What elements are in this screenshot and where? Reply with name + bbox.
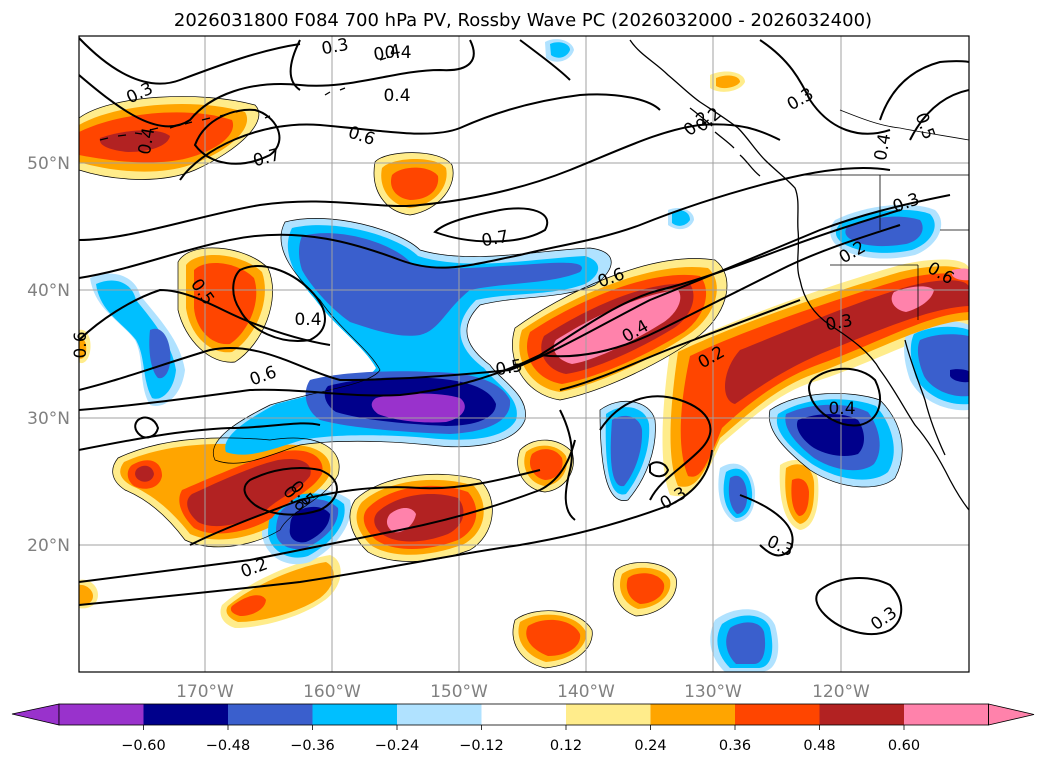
colorbar-extend-max <box>988 703 1035 726</box>
contour-0-3-sw-loop <box>815 577 903 635</box>
colorbar-ticks <box>143 725 905 730</box>
contour-0-5-ne <box>909 89 969 141</box>
colorbar-tick-labels: −0.60 −0.48 −0.36 −0.24 −0.12 0.12 0.24 … <box>121 738 920 754</box>
colorbar-frame <box>58 703 989 726</box>
lat-label-50n: 50°N <box>27 154 70 174</box>
pv-contours <box>79 37 969 635</box>
contour-0-4-main <box>79 209 901 411</box>
lat-label-30n: 30°N <box>27 409 70 429</box>
contour-label: 0.4 <box>294 310 321 330</box>
contour-top-center <box>519 39 571 81</box>
map-panel: 0.3 0.4 0.6 0.7 0.4 0.7 0.6 0.4 0.5 0.4 … <box>71 35 970 673</box>
contour-0-6-north <box>179 93 661 181</box>
colorbar-tick-label: −0.24 <box>375 738 419 754</box>
contour-label: 0.4 <box>871 132 895 162</box>
contour-label: 0.4 <box>383 86 410 106</box>
lon-label-170w: 170°W <box>176 682 234 702</box>
figure-title: 2026031800 F084 700 hPa PV, Rossby Wave … <box>174 10 872 31</box>
colorbar-swatch <box>228 704 313 725</box>
contour-0-3-south <box>79 449 713 606</box>
contour-0-3-center <box>559 409 576 521</box>
contour-0-5-main <box>79 194 951 391</box>
contour-label: 0.4 <box>372 41 402 65</box>
colorbar-swatch <box>735 704 820 725</box>
contour-label: 0.4 <box>135 126 159 156</box>
lat-label-40n: 40°N <box>27 281 70 301</box>
contour-0-7-center <box>433 207 549 243</box>
colorbar-tick-label: 0.12 <box>550 738 582 754</box>
contour-0-4-north <box>79 39 475 128</box>
small-islands <box>264 57 387 119</box>
contour-0-3-north <box>79 37 301 85</box>
contour-label: 0.4 <box>828 399 855 419</box>
contour-label: 0.6 <box>71 331 91 358</box>
map-frame <box>78 35 970 673</box>
contour-top-west <box>289 39 301 91</box>
contour-0-6-mid <box>79 123 781 241</box>
contour-label: 0.3 <box>824 311 854 335</box>
latitude-axis: 50°N 40°N 30°N 20°N <box>27 154 70 556</box>
negative-peak-fill <box>371 393 465 423</box>
contour-0-4-ne <box>879 60 969 121</box>
colorbar-tick-label: 0.48 <box>803 738 835 754</box>
colorbar-swatch <box>143 704 228 725</box>
colorbar-swatch <box>397 704 482 725</box>
contour-labels: 0.3 0.4 0.6 0.7 0.4 0.7 0.6 0.4 0.5 0.4 … <box>71 35 957 635</box>
longitude-axis: 170°W 160°W 150°W 140°W 130°W 120°W <box>176 682 870 702</box>
contour-0-2-main <box>559 299 801 391</box>
contour-0-7-west <box>193 108 281 165</box>
political-borders <box>805 174 969 320</box>
colorbar-tick-label: 0.36 <box>719 738 751 754</box>
colorbar-swatch <box>819 704 904 725</box>
lon-label-120w: 120°W <box>812 682 870 702</box>
contour-0-5 <box>79 167 891 279</box>
contour-0-3-main <box>539 224 901 358</box>
colorbar-swatch <box>566 704 651 725</box>
colorbar-swatch <box>481 704 566 725</box>
colorbar-tick-label: −0.48 <box>206 738 250 754</box>
contour-0-4-east-loop <box>808 367 881 427</box>
contour-0-3-ne <box>759 39 891 135</box>
contour-0-6-loop <box>243 467 338 516</box>
colorbar-swatch <box>904 704 989 725</box>
colorbar: −0.60 −0.48 −0.36 −0.24 −0.12 0.12 0.24 … <box>11 703 1035 754</box>
colorbar-tick-label: −0.36 <box>290 738 334 754</box>
contour-0-5-south <box>189 469 541 546</box>
lon-label-140w: 140°W <box>557 682 615 702</box>
north-america-coastline <box>629 39 969 511</box>
colorbar-swatch <box>650 704 735 725</box>
contour-0-2-south <box>79 439 576 583</box>
lon-label-150w: 150°W <box>430 682 488 702</box>
colorbar-extend-min <box>11 703 60 726</box>
baja-california <box>904 339 946 456</box>
contour-label: 0.4 <box>384 43 411 63</box>
contour-0-3-se <box>739 494 794 557</box>
colorbar-tick-label: 0.60 <box>888 738 920 754</box>
colorbar-swatch <box>312 704 397 725</box>
contour-label: 0.3 <box>320 35 350 59</box>
lat-label-20n: 20°N <box>27 536 70 556</box>
colorbar-tick-label: 0.24 <box>634 738 666 754</box>
contour-label: 0.5 <box>494 356 524 380</box>
colorbar-swatch <box>59 704 144 725</box>
shading-layer <box>79 39 969 672</box>
contour-0-6-south <box>79 422 321 451</box>
contour-0-3-east <box>599 395 712 501</box>
contour-label: 0.7 <box>480 227 510 251</box>
contour-small-loop <box>134 416 160 439</box>
contour-0-6-west <box>79 288 331 346</box>
colorbar-tick-label: −0.60 <box>121 738 165 754</box>
contour-small-triangle <box>649 461 670 478</box>
positive-peak-fill <box>386 268 969 533</box>
colorbar-tick-label: −0.12 <box>459 738 503 754</box>
lon-label-130w: 130°W <box>684 682 742 702</box>
anomaly-outlines <box>79 96 903 669</box>
lon-label-160w: 160°W <box>303 682 361 702</box>
canada-border <box>839 109 969 141</box>
